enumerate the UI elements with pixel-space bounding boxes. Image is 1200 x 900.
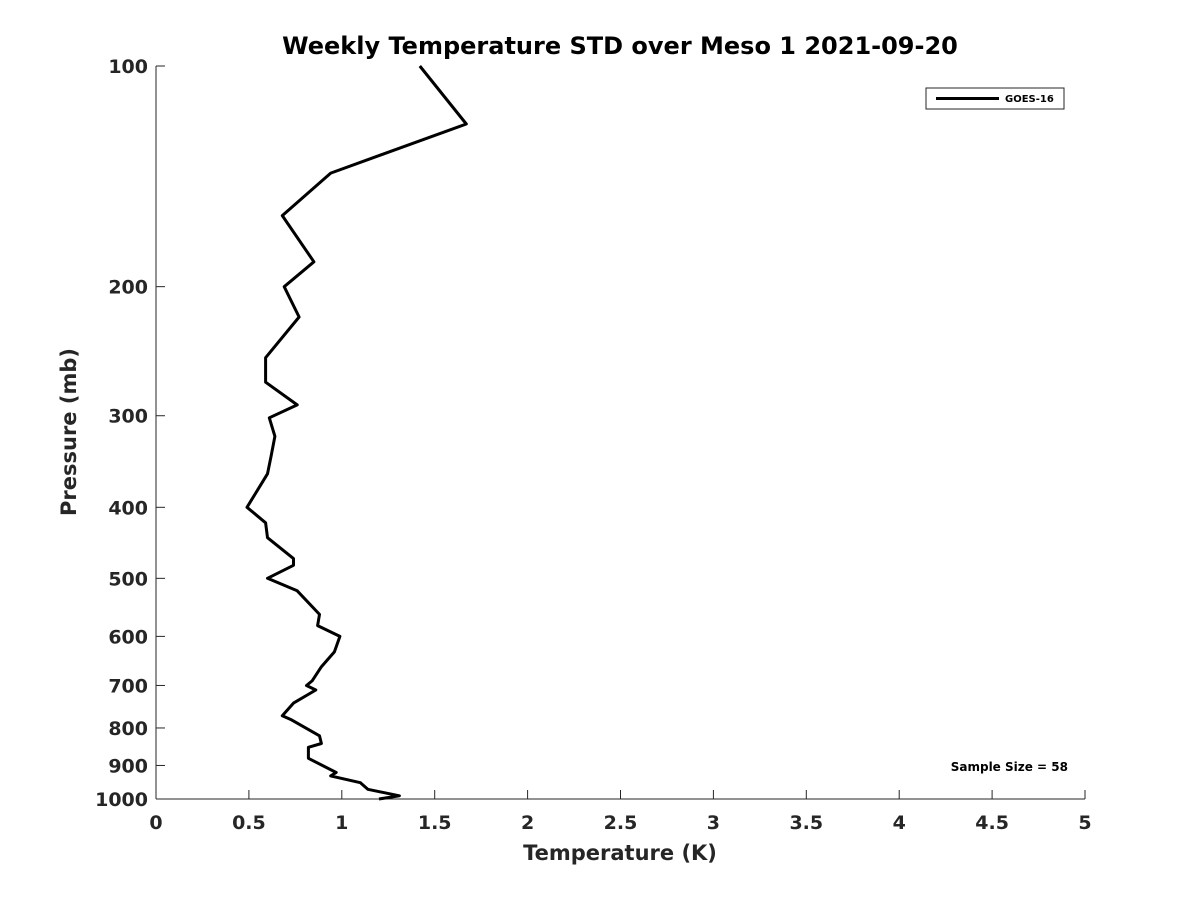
x-tick-label: 2.5 bbox=[604, 812, 638, 834]
y-tick-label: 300 bbox=[108, 406, 148, 428]
y-tick-label: 400 bbox=[108, 497, 148, 519]
x-tick-label: 0.5 bbox=[232, 812, 266, 834]
y-tick-label: 500 bbox=[108, 568, 148, 590]
plot-axes: 0 0.5 1 1.5 2 2.5 3 3.5 4 4.5 5 100 200 300 400 500 600 7… bbox=[95, 56, 1092, 834]
series-layer bbox=[245, 65, 468, 801]
y-tick-label: 700 bbox=[108, 675, 148, 697]
x-tick-label: 3.5 bbox=[789, 812, 823, 834]
x-tick-label: 1 bbox=[335, 812, 348, 834]
x-tick-label: 4 bbox=[893, 812, 906, 834]
y-axis-label: Pressure (mb) bbox=[57, 348, 81, 516]
x-tick-label: 4.5 bbox=[975, 812, 1009, 834]
x-tick-label: 5 bbox=[1078, 812, 1091, 834]
series-line-goes-16 bbox=[245, 65, 468, 801]
y-tick-label: 1000 bbox=[95, 789, 148, 811]
legend-entry-goes-16: GOES-16 bbox=[1005, 94, 1054, 105]
y-tick-label: 800 bbox=[108, 718, 148, 740]
legend: GOES-16 bbox=[925, 87, 1065, 110]
x-tick-label: 1.5 bbox=[418, 812, 452, 834]
y-tick-label: 200 bbox=[108, 277, 148, 299]
sample-size-annotation: Sample Size = 58 bbox=[951, 760, 1068, 774]
y-tick-label: 100 bbox=[108, 56, 148, 78]
x-tick-label: 3 bbox=[707, 812, 720, 834]
y-tick-label: 600 bbox=[108, 626, 148, 648]
x-tick-label: 0 bbox=[149, 812, 162, 834]
chart-title: Weekly Temperature STD over Meso 1 2021-… bbox=[282, 32, 958, 60]
y-tick-label: 900 bbox=[108, 755, 148, 777]
x-axis-label: Temperature (K) bbox=[523, 841, 717, 865]
x-tick-label: 2 bbox=[521, 812, 534, 834]
